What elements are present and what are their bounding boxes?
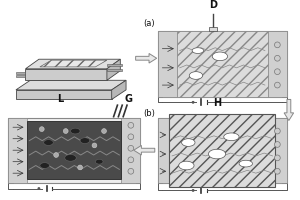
Bar [158, 31, 177, 97]
Circle shape [274, 142, 280, 147]
Ellipse shape [189, 72, 203, 79]
Circle shape [274, 69, 280, 75]
Ellipse shape [70, 128, 80, 134]
Circle shape [274, 155, 280, 161]
Polygon shape [107, 69, 122, 71]
Circle shape [38, 187, 40, 190]
Ellipse shape [239, 160, 253, 167]
Circle shape [63, 129, 68, 133]
Text: D: D [209, 0, 217, 10]
Ellipse shape [80, 138, 90, 143]
Circle shape [128, 134, 134, 140]
Circle shape [128, 122, 134, 128]
Polygon shape [16, 80, 126, 90]
Circle shape [92, 143, 97, 148]
Ellipse shape [208, 149, 226, 159]
Polygon shape [112, 80, 126, 99]
Circle shape [274, 168, 280, 174]
Text: (a): (a) [143, 19, 155, 28]
Circle shape [274, 55, 280, 61]
Ellipse shape [65, 155, 76, 161]
Polygon shape [16, 75, 26, 77]
Bar [158, 31, 287, 97]
Bar [209, 27, 217, 31]
Text: (b): (b) [143, 109, 155, 118]
Bar [8, 118, 140, 183]
FancyArrow shape [284, 99, 294, 121]
Circle shape [128, 145, 134, 151]
Polygon shape [26, 59, 120, 69]
Bar [158, 118, 287, 183]
Ellipse shape [192, 48, 204, 53]
Bar [121, 118, 140, 183]
Ellipse shape [212, 52, 228, 61]
Circle shape [78, 165, 82, 170]
Bar [169, 114, 275, 187]
Circle shape [192, 101, 194, 104]
Polygon shape [40, 60, 107, 67]
Polygon shape [107, 59, 120, 80]
Bar [158, 118, 177, 183]
Circle shape [128, 157, 134, 163]
Ellipse shape [182, 139, 195, 146]
Circle shape [102, 129, 106, 133]
Circle shape [128, 168, 134, 174]
Ellipse shape [44, 140, 53, 145]
Polygon shape [16, 90, 112, 99]
Bar [8, 118, 27, 183]
FancyArrow shape [136, 53, 157, 63]
Circle shape [274, 128, 280, 134]
Circle shape [274, 82, 280, 88]
Circle shape [192, 189, 194, 192]
Circle shape [274, 42, 280, 48]
Circle shape [54, 153, 58, 157]
Bar [177, 31, 268, 97]
Ellipse shape [95, 159, 103, 164]
Ellipse shape [40, 163, 50, 168]
Bar [27, 121, 121, 179]
Ellipse shape [179, 161, 194, 170]
Text: G: G [125, 94, 133, 104]
Polygon shape [107, 64, 122, 66]
Bar [268, 118, 287, 183]
Text: H: H [213, 98, 221, 108]
FancyArrow shape [134, 145, 155, 155]
Text: L: L [57, 94, 63, 104]
Bar [268, 31, 287, 97]
Polygon shape [26, 69, 107, 80]
Circle shape [39, 127, 44, 132]
Ellipse shape [224, 133, 239, 141]
Polygon shape [16, 72, 26, 74]
